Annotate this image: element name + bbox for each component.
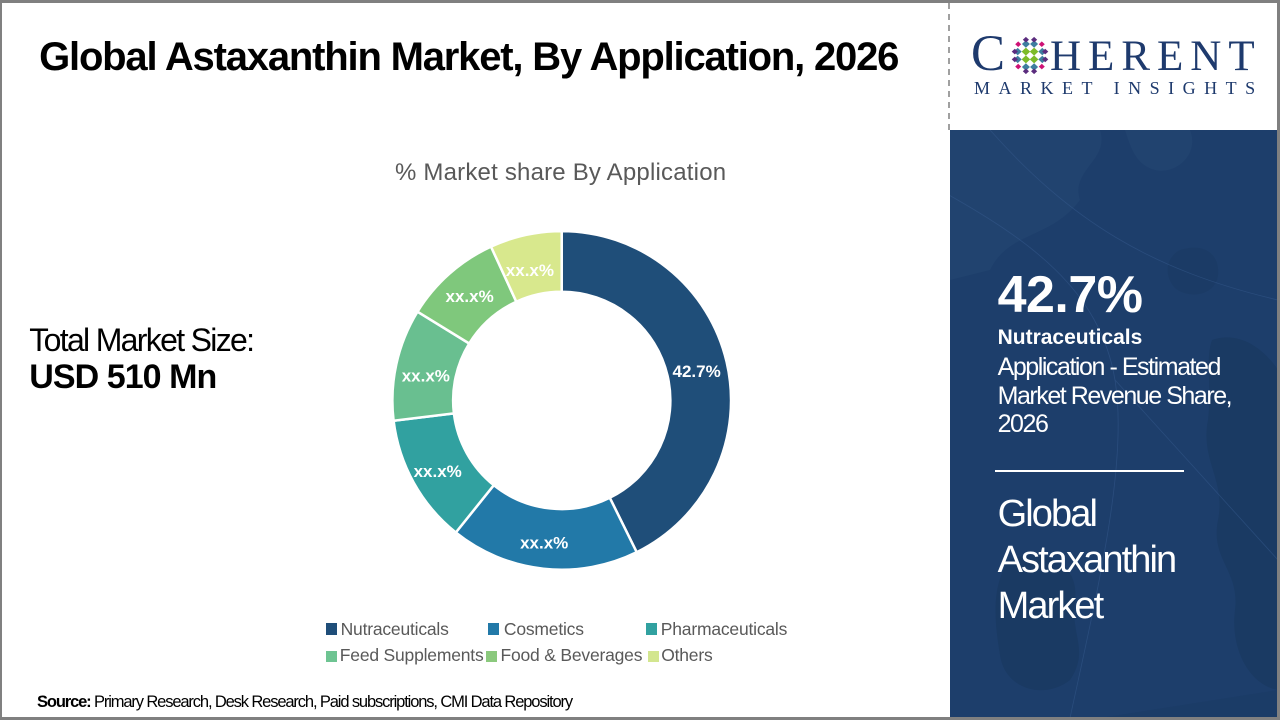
svg-text:xx.x%: xx.x% [520,534,568,553]
svg-text:HERENT: HERENT [1050,33,1262,80]
svg-text:xx.x%: xx.x% [402,367,450,386]
svg-text:xx.x%: xx.x% [506,261,554,280]
svg-text:C: C [971,26,1005,82]
svg-text:xx.x%: xx.x% [445,287,493,306]
svg-text:xx.x%: xx.x% [414,462,462,481]
svg-text:MARKET INSIGHTS: MARKET INSIGHTS [974,78,1264,98]
svg-text:42.7%: 42.7% [672,362,720,381]
